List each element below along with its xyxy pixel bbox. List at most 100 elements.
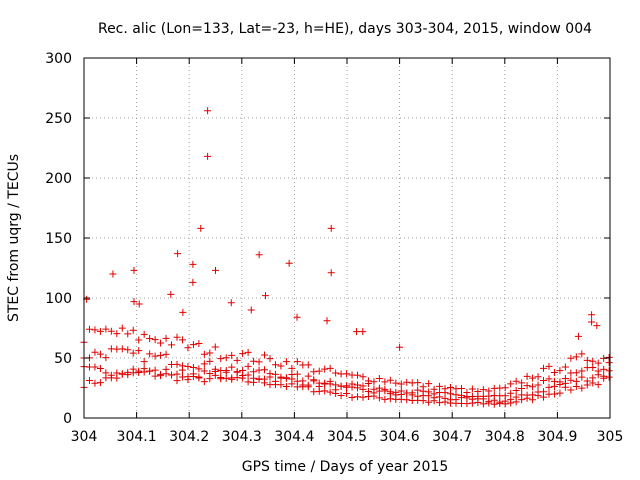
y-axis-label: STEC from uqrg / TECUs	[6, 154, 22, 322]
data-point-plus	[605, 367, 613, 375]
data-point-plus	[326, 377, 334, 385]
y-tick-label: 100	[45, 291, 72, 307]
data-point-plus	[550, 368, 558, 376]
data-points	[80, 107, 613, 408]
data-point-plus	[135, 336, 143, 344]
data-point-plus	[593, 322, 601, 330]
data-point-plus	[304, 361, 312, 369]
data-point-plus	[135, 300, 143, 308]
data-point-plus	[217, 375, 225, 383]
data-point-plus	[397, 380, 405, 388]
data-point-plus	[151, 336, 159, 344]
data-point-plus	[130, 298, 138, 306]
data-point-plus	[162, 334, 170, 342]
data-point-plus	[588, 311, 596, 319]
data-point-plus	[91, 348, 99, 356]
data-point-plus	[315, 367, 323, 375]
data-point-plus	[403, 396, 411, 404]
data-point-plus	[556, 389, 564, 397]
data-point-plus	[359, 373, 367, 381]
data-point-plus	[96, 327, 104, 335]
data-point-plus	[168, 341, 176, 349]
data-point-plus	[151, 366, 159, 374]
x-tick-label: 304	[71, 429, 98, 445]
data-point-plus	[545, 362, 553, 370]
data-point-plus	[174, 250, 182, 258]
data-point-plus	[534, 381, 542, 389]
x-axis-label: GPS time / Days of year 2015	[242, 459, 449, 475]
y-tick-label: 50	[54, 351, 72, 367]
data-point-plus	[588, 318, 596, 326]
x-tick-label: 304.4	[274, 429, 314, 445]
data-point-plus	[129, 365, 137, 373]
data-point-plus	[168, 371, 176, 379]
data-point-plus	[359, 393, 367, 401]
data-point-plus	[157, 370, 165, 378]
data-point-plus	[354, 393, 362, 401]
data-point-plus	[447, 383, 455, 391]
data-point-plus	[441, 385, 449, 393]
data-point-plus	[375, 374, 383, 382]
data-point-plus	[605, 373, 613, 381]
data-point-plus	[151, 372, 159, 380]
data-point-plus	[189, 370, 197, 378]
data-point-plus	[512, 393, 520, 401]
data-point-plus	[255, 251, 263, 259]
x-tick-label: 304.7	[432, 429, 472, 445]
data-point-plus	[304, 381, 312, 389]
data-point-plus	[250, 357, 258, 365]
data-point-plus	[96, 350, 104, 358]
data-point-plus	[600, 372, 608, 380]
data-point-plus	[556, 378, 564, 386]
data-point-plus	[135, 369, 143, 377]
y-tick-label: 150	[45, 231, 72, 247]
data-point-plus	[178, 336, 186, 344]
data-point-plus	[359, 328, 367, 336]
data-point-plus	[96, 365, 104, 373]
x-tick-label: 304.1	[117, 429, 157, 445]
data-point-plus	[430, 385, 438, 393]
data-point-plus	[102, 354, 110, 362]
data-point-plus	[85, 377, 93, 385]
data-point-plus	[124, 346, 132, 354]
data-point-plus	[255, 358, 263, 366]
data-point-plus	[85, 325, 93, 333]
data-point-plus	[381, 385, 389, 393]
data-point-plus	[244, 362, 252, 370]
data-point-plus	[479, 386, 487, 394]
data-point-plus	[501, 392, 509, 400]
data-point-plus	[277, 381, 285, 389]
data-point-plus	[173, 377, 181, 385]
data-point-plus	[167, 290, 175, 298]
data-point-plus	[447, 390, 455, 398]
data-point-plus	[529, 374, 537, 382]
chart-title: Rec. alic (Lon=133, Lat=-23, h=HE), days…	[98, 21, 592, 37]
data-point-plus	[222, 354, 230, 362]
data-point-plus	[206, 357, 214, 365]
data-point-plus	[381, 395, 389, 403]
x-tick-label: 304.6	[380, 429, 420, 445]
data-point-plus	[293, 358, 301, 366]
data-point-plus	[310, 368, 318, 376]
data-point-plus	[293, 370, 301, 378]
data-point-plus	[247, 306, 255, 314]
data-point-plus	[293, 313, 301, 321]
data-point-plus	[200, 367, 208, 375]
data-point-plus	[261, 292, 269, 300]
data-point-plus	[507, 395, 515, 403]
data-point-plus	[211, 343, 219, 351]
data-point-plus	[534, 373, 542, 381]
x-tick-label: 304.3	[222, 429, 262, 445]
data-point-plus	[518, 379, 526, 387]
data-point-plus	[403, 378, 411, 386]
data-point-plus	[200, 360, 208, 368]
data-point-plus	[206, 349, 214, 357]
data-point-plus	[285, 259, 293, 267]
data-point-plus	[496, 398, 504, 406]
x-tick-label: 304.8	[485, 429, 525, 445]
data-point-plus	[107, 327, 115, 335]
data-point-plus	[146, 335, 154, 343]
data-point-plus	[507, 380, 515, 388]
data-point-plus	[130, 266, 138, 274]
